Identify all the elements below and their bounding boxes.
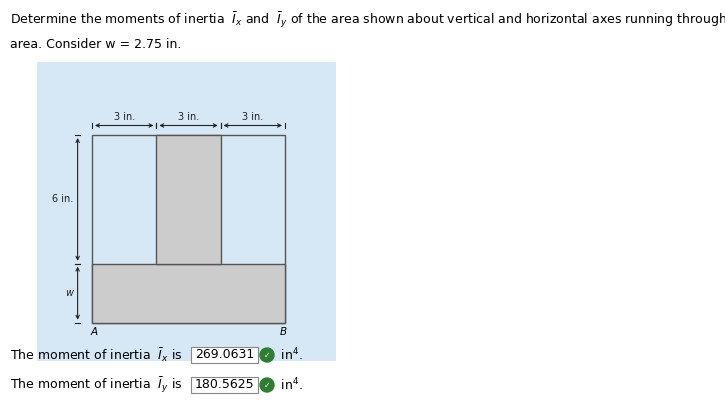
Text: in$^4$.: in$^4$. bbox=[277, 347, 303, 363]
Text: ✓: ✓ bbox=[264, 381, 270, 389]
Text: w: w bbox=[65, 288, 72, 298]
FancyBboxPatch shape bbox=[191, 347, 258, 363]
Text: The moment of inertia  $\bar{I}_x$ is: The moment of inertia $\bar{I}_x$ is bbox=[10, 346, 183, 364]
Text: Determine the moments of inertia  $\bar{I}_x$ and  $\bar{I}_y$ of the area shown: Determine the moments of inertia $\bar{I… bbox=[10, 10, 725, 30]
Text: B: B bbox=[280, 328, 287, 337]
Circle shape bbox=[260, 348, 274, 362]
Text: 180.5625: 180.5625 bbox=[195, 379, 254, 391]
Bar bbox=[92, 264, 285, 323]
Text: area. Consider w = 2.75 in.: area. Consider w = 2.75 in. bbox=[10, 38, 181, 51]
Text: 3 in.: 3 in. bbox=[178, 112, 199, 122]
Text: in$^4$.: in$^4$. bbox=[277, 377, 303, 393]
Circle shape bbox=[260, 378, 274, 392]
Text: The moment of inertia  $\bar{I}_y$ is: The moment of inertia $\bar{I}_y$ is bbox=[10, 375, 183, 395]
Text: 3 in.: 3 in. bbox=[242, 112, 263, 122]
Text: A: A bbox=[90, 328, 97, 337]
Text: ✓: ✓ bbox=[264, 351, 270, 360]
Text: 3 in.: 3 in. bbox=[114, 112, 135, 122]
FancyBboxPatch shape bbox=[191, 377, 258, 393]
Text: 269.0631: 269.0631 bbox=[195, 349, 254, 361]
Bar bbox=[92, 135, 285, 323]
Bar bbox=[157, 135, 220, 264]
Text: 6 in.: 6 in. bbox=[51, 194, 72, 204]
